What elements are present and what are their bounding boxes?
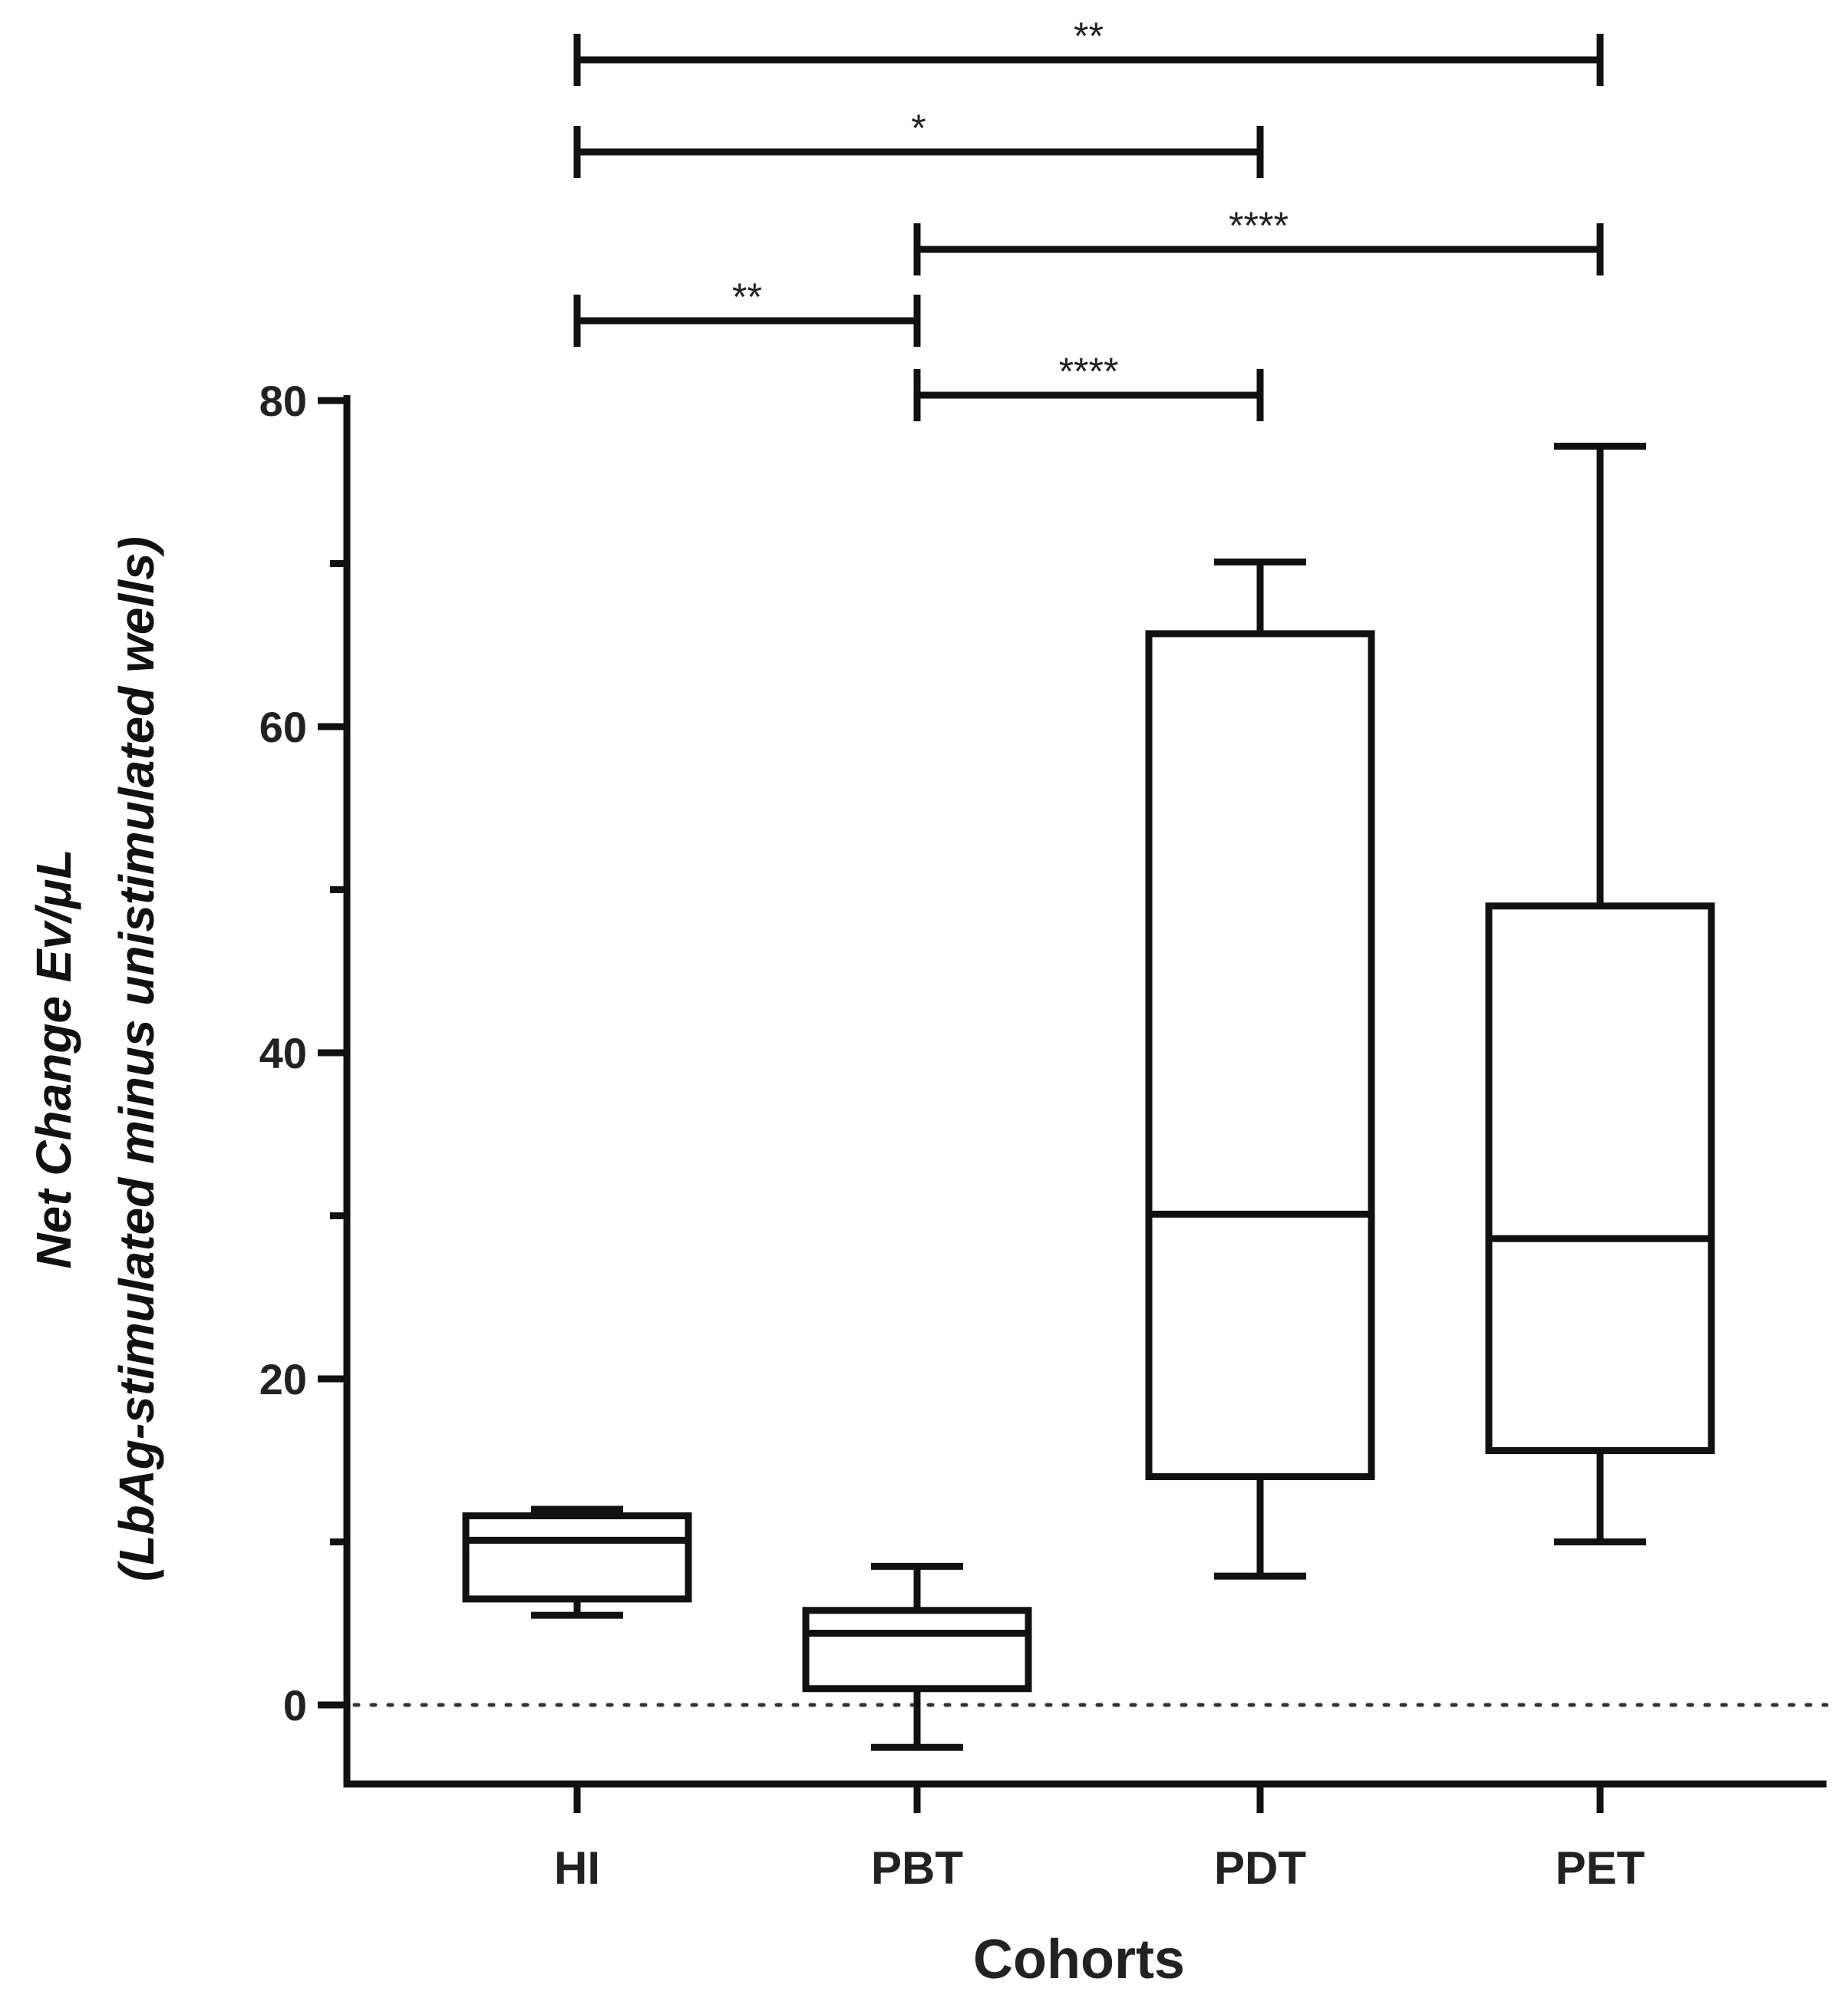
x-category-label-hi: HI (554, 1842, 600, 1894)
y-ticks-layer: 0 20 40 60 80 (259, 377, 347, 1730)
sig-bracket-hi-pet: ** (573, 15, 1604, 86)
sig-label: **** (1229, 204, 1289, 247)
iqr-box-pdt (1145, 630, 1375, 1480)
box-hi (462, 1505, 692, 1619)
sig-bracket-pbt-pet: **** (913, 204, 1604, 275)
box-pet (1485, 443, 1715, 1545)
iqr-box-hi (462, 1512, 692, 1603)
significance-brackets-layer: ************* (573, 15, 1604, 421)
y-tick-label-80: 80 (259, 377, 307, 425)
sig-bracket-hi-pdt: * (573, 107, 1264, 178)
x-category-label-pet: PET (1556, 1842, 1645, 1894)
sig-label: **** (1059, 350, 1119, 393)
sig-label: * (911, 107, 926, 150)
x-category-label-pbt: PBT (871, 1842, 963, 1894)
y-tick-label-40: 40 (259, 1029, 307, 1077)
box-pdt (1145, 558, 1375, 1580)
x-axis-title: Cohorts (973, 1929, 1185, 1990)
x-ticks-layer: HI PBT PDT PET (554, 1784, 1645, 1894)
sig-label: ** (1074, 15, 1104, 58)
y-axis-title-line-1: Net Change Ev/μL (26, 849, 81, 1268)
box-pbt (802, 1562, 1032, 1751)
boxes-layer (462, 443, 1715, 1751)
y-tick-label-60: 60 (259, 703, 307, 751)
sig-label: ** (732, 275, 762, 318)
sig-bracket-hi-pbt: ** (573, 275, 921, 347)
y-tick-label-20: 20 (259, 1355, 307, 1403)
iqr-box-pet (1485, 902, 1715, 1454)
x-category-label-pdt: PDT (1214, 1842, 1306, 1894)
sig-bracket-pbt-pdt: **** (913, 350, 1264, 421)
y-axis-title-line-2: (LbAg-stimulated minus unistimulated wel… (109, 536, 164, 1581)
y-tick-label-0: 0 (283, 1681, 307, 1730)
iqr-box-pbt (802, 1607, 1032, 1693)
